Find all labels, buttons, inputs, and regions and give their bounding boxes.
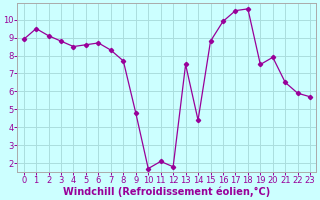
- X-axis label: Windchill (Refroidissement éolien,°C): Windchill (Refroidissement éolien,°C): [63, 186, 270, 197]
